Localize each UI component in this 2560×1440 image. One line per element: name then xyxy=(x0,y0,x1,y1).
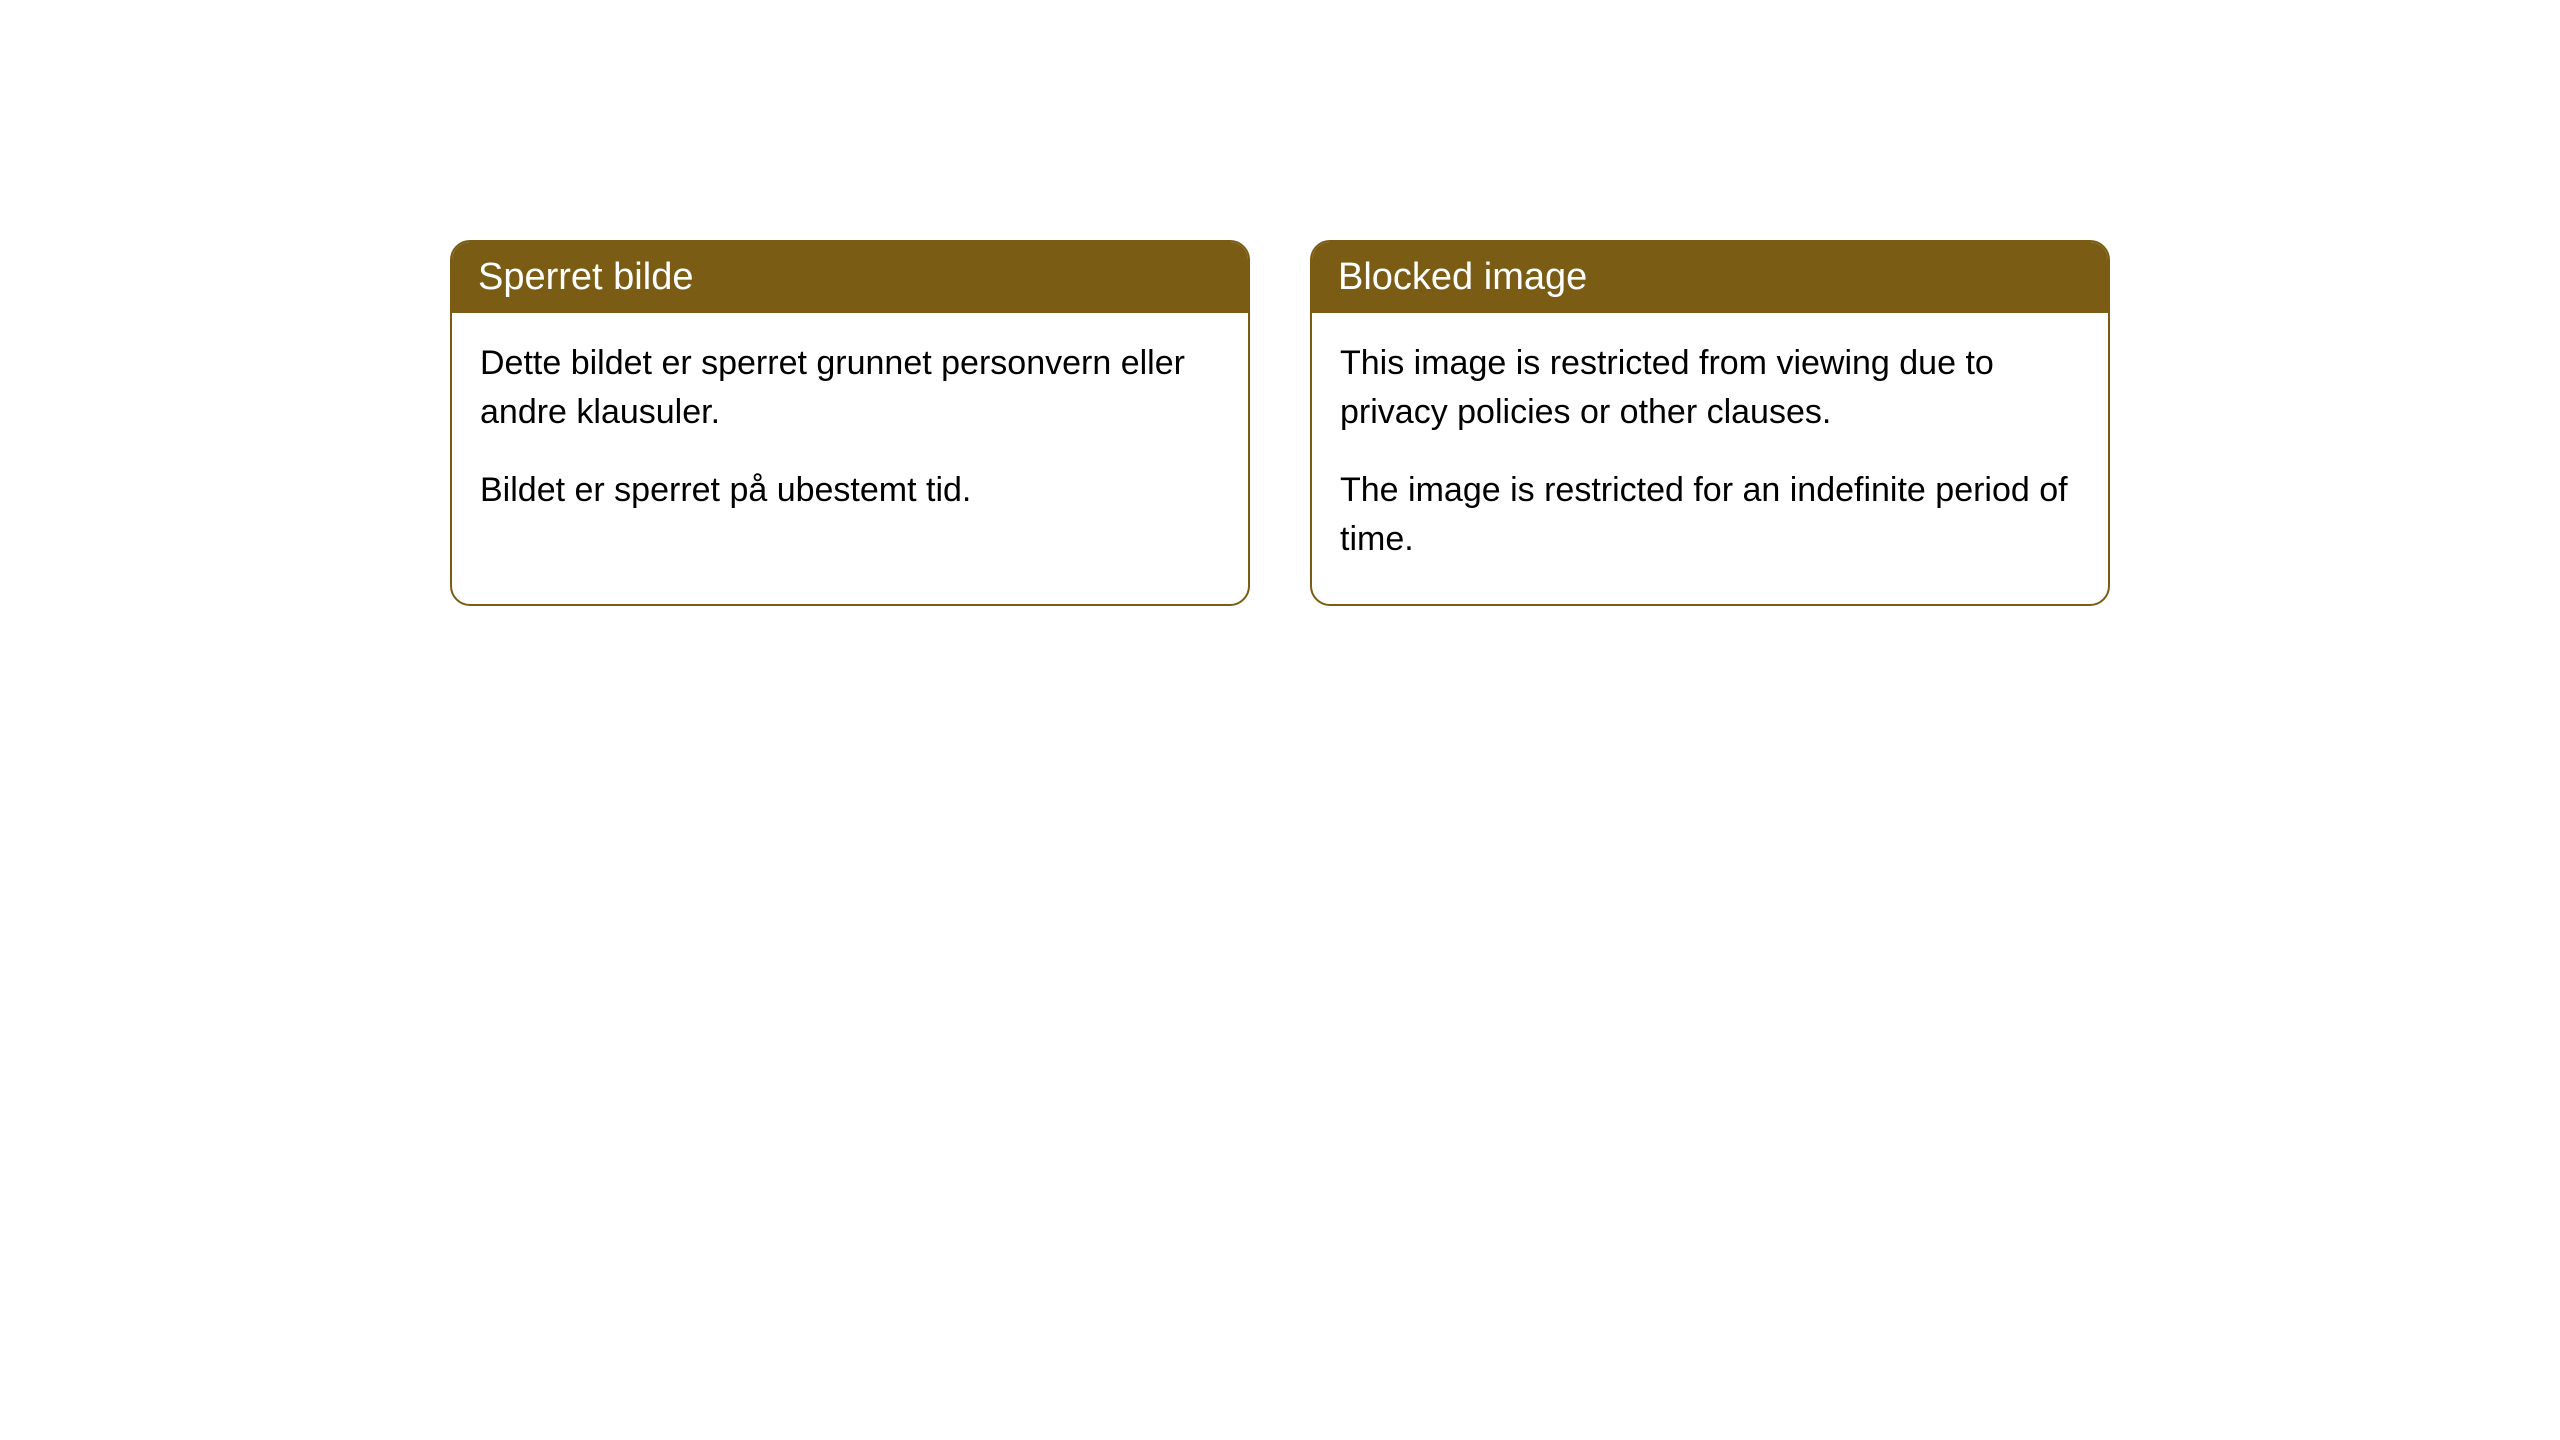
notice-cards-container: Sperret bilde Dette bildet er sperret gr… xyxy=(450,240,2110,606)
notice-card-english: Blocked image This image is restricted f… xyxy=(1310,240,2110,606)
notice-text-p1: Dette bildet er sperret grunnet personve… xyxy=(480,339,1220,438)
notice-card-norwegian: Sperret bilde Dette bildet er sperret gr… xyxy=(450,240,1250,606)
notice-text-p2: The image is restricted for an indefinit… xyxy=(1340,466,2080,565)
card-header: Blocked image xyxy=(1312,242,2108,313)
notice-text-p1: This image is restricted from viewing du… xyxy=(1340,339,2080,438)
card-body: This image is restricted from viewing du… xyxy=(1312,313,2108,604)
card-header: Sperret bilde xyxy=(452,242,1248,313)
card-body: Dette bildet er sperret grunnet personve… xyxy=(452,313,1248,555)
notice-text-p2: Bildet er sperret på ubestemt tid. xyxy=(480,466,1220,515)
